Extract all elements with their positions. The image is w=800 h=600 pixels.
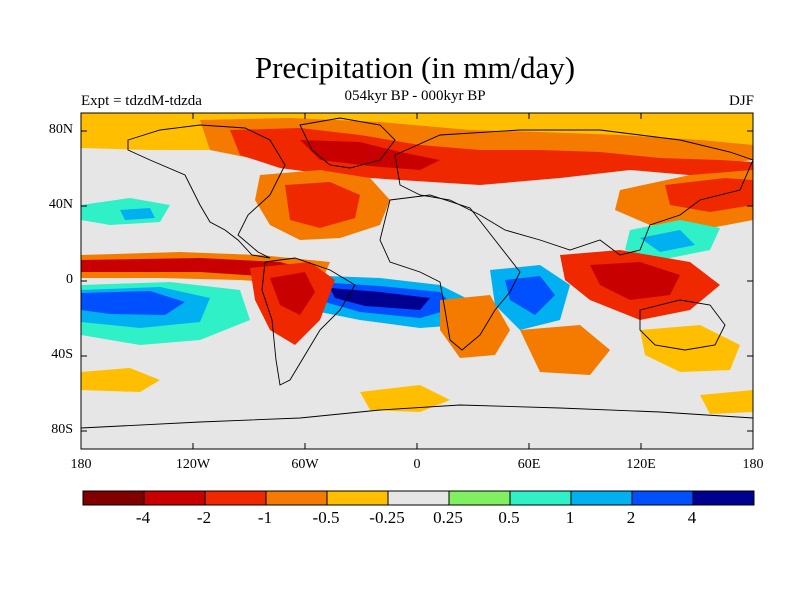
nh-pacific-wet-core	[120, 208, 155, 220]
antarctica-outline	[81, 404, 753, 429]
colorbar-label: 1	[565, 508, 575, 527]
x-tick-label: 60E	[517, 457, 541, 472]
colorbar-label: -4	[135, 508, 151, 527]
x-tick-label: 180	[742, 457, 764, 472]
colorbar-label: 4	[687, 508, 697, 527]
north-america-outline	[127, 124, 286, 259]
west-pacific-wet-core	[640, 230, 695, 252]
maritime-continent-core	[590, 262, 680, 300]
coastlines	[81, 117, 753, 429]
colorbar-label: 0.5	[498, 508, 520, 527]
experiment-label: Expt = tdzdM-tdzda	[81, 93, 202, 109]
colorbar-label: -2	[196, 508, 212, 527]
y-tick-label: 80N	[48, 122, 73, 137]
colorbar-box	[265, 490, 328, 506]
amazon-drying-core	[270, 272, 315, 315]
southern-ocean-drying	[700, 390, 753, 414]
season-label: DJF	[728, 93, 754, 109]
north-pacific-core	[665, 178, 753, 212]
colorbar-box	[387, 490, 450, 506]
south-atlantic-wet-core	[330, 288, 430, 310]
australia-south-drying	[640, 325, 740, 372]
colorbar-box	[570, 490, 633, 506]
north-atlantic-core	[285, 182, 360, 228]
x-tick-label: 0	[413, 457, 421, 472]
y-tick-label: 40N	[48, 197, 73, 212]
south-atlantic-drying	[360, 385, 450, 412]
colorbar-label: -0.5	[312, 508, 340, 527]
x-tick-label: 60W	[291, 457, 319, 472]
colorbar-label: -1	[257, 508, 273, 527]
colorbar-label: -0.25	[369, 508, 405, 527]
colorbar-box	[326, 490, 389, 506]
y-tick-label: 80S	[51, 422, 73, 437]
colorbar-box	[143, 490, 206, 506]
map-subtitle: 054kyr BP - 000kyr BP	[344, 88, 486, 104]
south-pacific-drying	[81, 368, 160, 392]
greenland-outline	[299, 117, 396, 169]
southern-africa-drying	[440, 295, 510, 358]
south-pacific-wet-core	[81, 291, 185, 315]
colorbar-box	[509, 490, 572, 506]
map-title: Precipitation (in mm/day)	[254, 50, 576, 85]
x-tick-label: 120W	[175, 457, 211, 472]
colorbar-box	[692, 490, 755, 506]
precipitation-map	[81, 113, 753, 449]
y-tick-label: 0	[66, 272, 73, 287]
colorbar-box	[631, 490, 694, 506]
x-tick-label: 120E	[626, 457, 656, 472]
colorbar-box	[204, 490, 267, 506]
nh-dark-red-patch	[300, 140, 440, 170]
x-tick-label: 180	[70, 457, 92, 472]
colorbar-label: 2	[626, 508, 636, 527]
south-america-outline	[261, 257, 356, 386]
colorbar-label: 0.25	[433, 508, 463, 527]
indian-ocean-wet-core	[505, 276, 555, 315]
colorbar-box	[82, 490, 145, 506]
south-indian-drying	[520, 325, 610, 375]
axis-ticks	[80, 113, 754, 449]
australia-outline	[639, 299, 726, 351]
y-tick-label: 40S	[51, 347, 73, 362]
eurasia-outline	[394, 129, 753, 256]
africa-outline	[379, 194, 521, 351]
colorbar	[82, 490, 755, 506]
colorbar-box	[448, 490, 511, 506]
